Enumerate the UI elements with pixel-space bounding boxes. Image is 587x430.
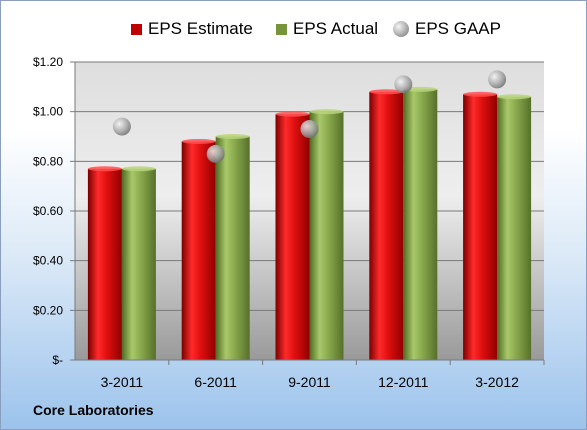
eps-actual-bar-top (497, 94, 532, 100)
y-tick-label: $0.60 (33, 204, 63, 218)
eps-actual-bar-top (121, 166, 156, 172)
y-tick-label: $1.00 (33, 105, 63, 119)
y-axis: $- $0.20 $0.40 $0.60 $0.80 $1.00 $1.20 (33, 55, 76, 367)
legend-item-eps-gaap: EPS GAAP (393, 18, 501, 40)
eps-actual-bar (215, 136, 250, 360)
eps-estimate-bar (275, 114, 310, 361)
legend-swatch-eps-actual (276, 23, 287, 35)
y-tick-label: $- (52, 353, 63, 367)
eps-estimate-bar (181, 141, 216, 360)
eps-estimate-bar (369, 91, 404, 361)
x-tick-label: 12-2011 (378, 374, 429, 390)
eps-estimate-bar-top (87, 166, 122, 172)
eps-actual-bar-top (215, 134, 250, 139)
company-name: Core Laboratories (33, 402, 154, 418)
eps-actual-bar-top (403, 86, 438, 92)
bars (87, 86, 532, 361)
gaap-points (112, 70, 507, 163)
legend-label-eps-actual: EPS Actual (293, 19, 379, 38)
legend-swatch-eps-estimate (131, 23, 142, 35)
eps-gaap-point (394, 75, 413, 94)
eps-estimate-bar (87, 168, 122, 360)
y-tick-label: $0.80 (33, 154, 63, 168)
eps-gaap-point (206, 144, 225, 163)
y-tick-label: $0.40 (33, 254, 63, 268)
eps-actual-bar (309, 111, 344, 361)
x-axis: 3-2011 6-2011 9-2011 12-2011 3-2012 (75, 359, 545, 390)
eps-gaap-point (112, 117, 131, 136)
legend: EPS Estimate EPS Actual EPS GAAP (0, 18, 587, 40)
y-tick-label: $1.20 (33, 55, 63, 69)
eps-estimate-bar (463, 94, 498, 361)
eps-actual-bar (403, 89, 438, 361)
y-tick-label: $0.20 (33, 303, 63, 317)
x-tick-label: 3-2011 (101, 374, 144, 390)
eps-gaap-point (488, 70, 507, 89)
x-tick-label: 6-2011 (194, 374, 237, 390)
legend-item-eps-actual: EPS Actual (276, 18, 378, 40)
eps-actual-bar-top (309, 109, 344, 115)
eps-estimate-bar-top (275, 111, 310, 117)
eps-gaap-point (300, 120, 319, 139)
legend-item-eps-estimate: EPS Estimate (131, 18, 253, 40)
eps-actual-bar (121, 168, 156, 360)
eps-estimate-bar-top (369, 89, 404, 95)
x-tick-label: 9-2011 (288, 374, 331, 390)
eps-estimate-bar-top (463, 91, 498, 97)
eps-actual-bar (497, 96, 532, 361)
legend-label-eps-gaap: EPS GAAP (415, 19, 501, 38)
legend-swatch-eps-gaap (393, 21, 409, 37)
legend-label-eps-estimate: EPS Estimate (148, 19, 253, 38)
x-tick-label: 3-2012 (475, 374, 519, 390)
eps-estimate-bar-top (181, 138, 216, 144)
